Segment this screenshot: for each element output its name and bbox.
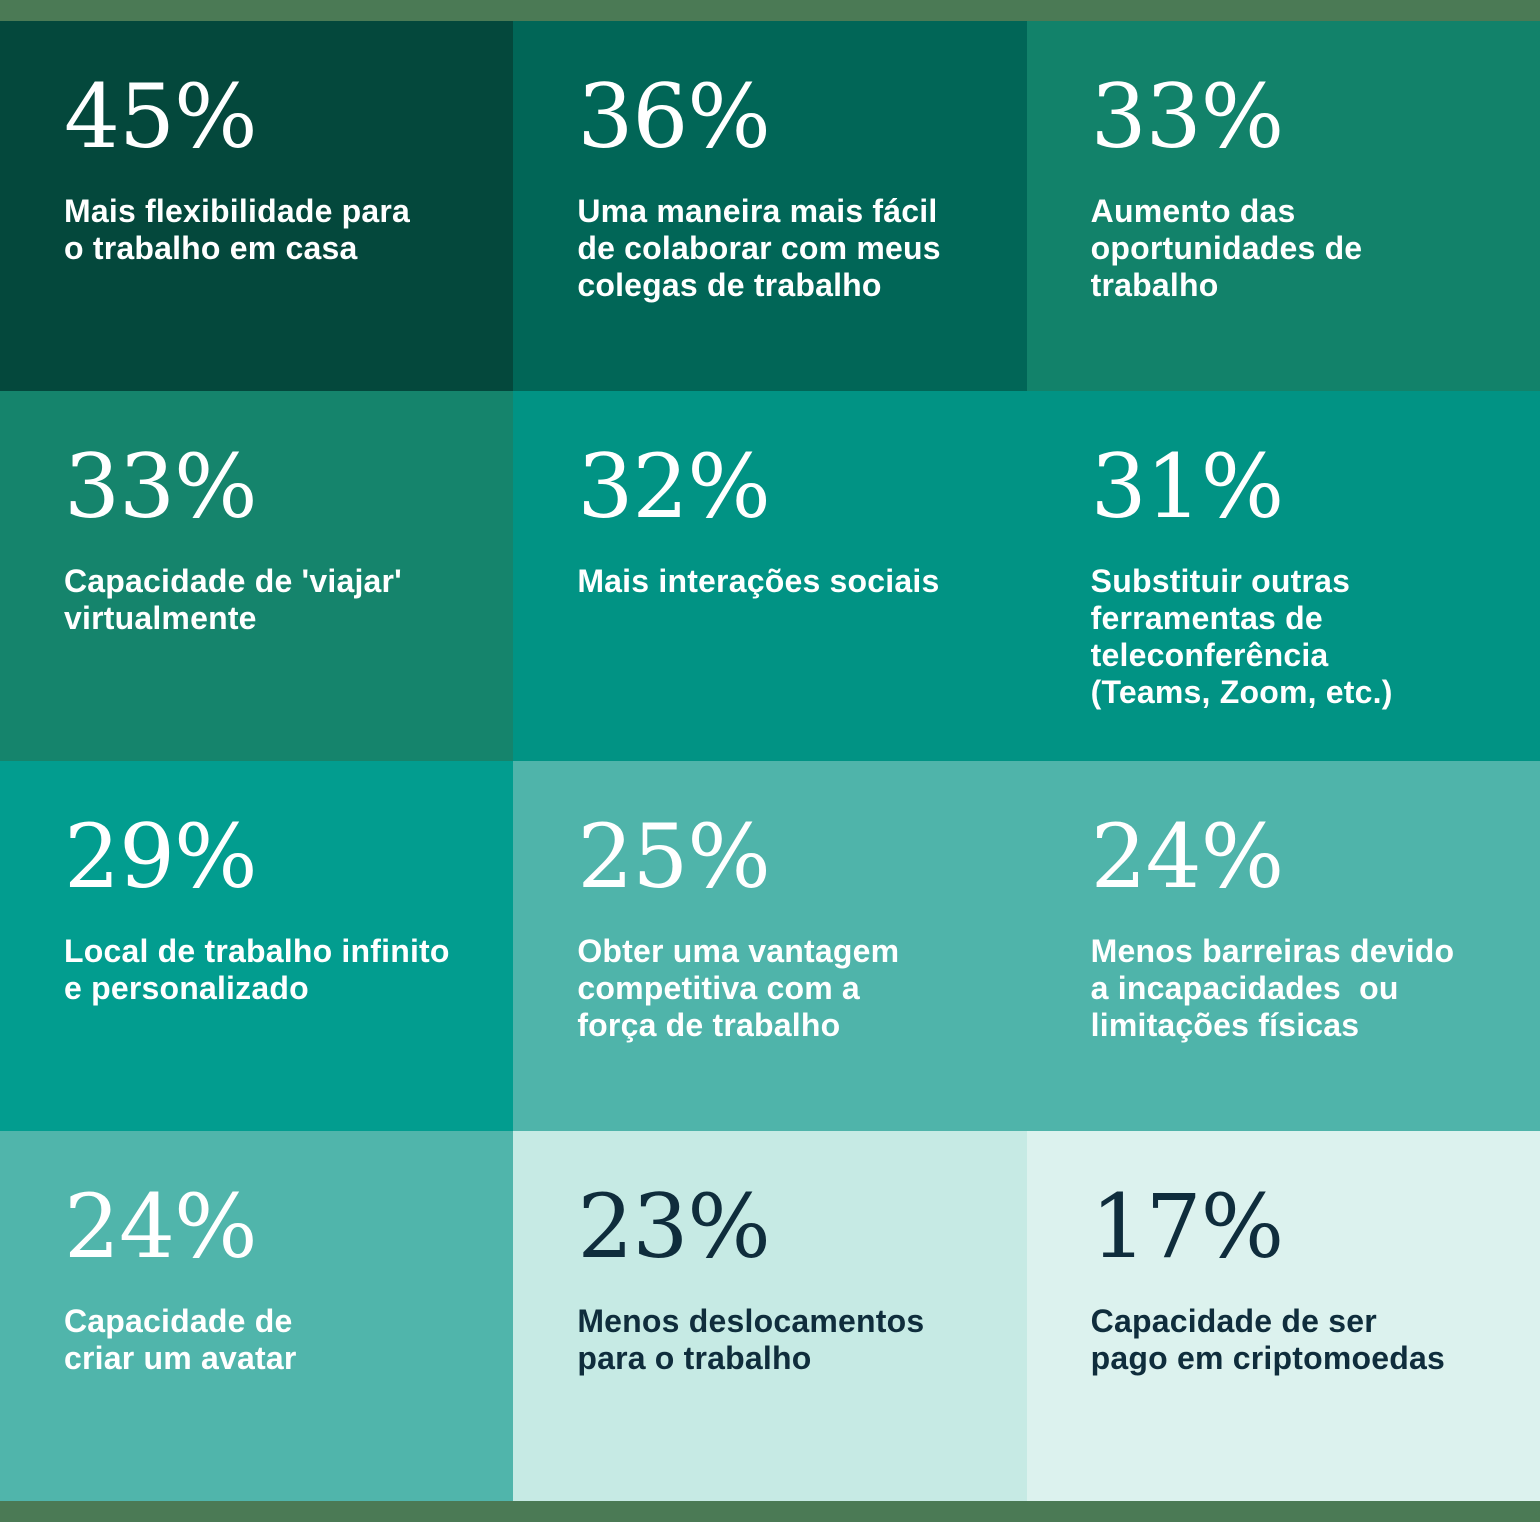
stat-label: Uma maneira mais fácil de colaborar com … — [577, 193, 941, 303]
top-bar — [0, 0, 1540, 21]
bottom-bar — [0, 1501, 1540, 1522]
stat-label: Capacidade de ser pago em criptomoedas — [1090, 1303, 1445, 1376]
stat-label: Mais interações sociais — [577, 563, 940, 599]
stat-cell: 45% Mais flexibilidade para o trabalho e… — [0, 21, 514, 391]
stat-value: 45% — [64, 65, 258, 168]
stat-cell: 25% Obter uma vantagem competitiva com a… — [513, 761, 1027, 1131]
stat-cell: 24% Capacidade de criar um avatar — [0, 1131, 514, 1501]
stat-label: Mais flexibilidade para o trabalho em ca… — [64, 193, 411, 266]
stat-label: Aumento das oportunidades de trabalho — [1090, 193, 1363, 303]
stat-cell: 23% Menos deslocamentos para o trabalho — [513, 1131, 1027, 1501]
stat-value: 24% — [1090, 805, 1285, 908]
stat-label: Capacidade de criar um avatar — [64, 1303, 297, 1376]
stat-value: 17% — [1090, 1175, 1285, 1278]
stats-grid: 45% Mais flexibilidade para o trabalho e… — [0, 21, 1540, 1501]
stat-value: 29% — [64, 805, 258, 908]
stat-cell: 32% Mais interações sociais — [513, 391, 1027, 761]
stat-label: Local de trabalho infinito e personaliza… — [64, 933, 450, 1006]
stat-value: 32% — [577, 435, 771, 538]
stat-value: 36% — [577, 65, 771, 168]
stat-cell: 17% Capacidade de ser pago em criptomoed… — [1026, 1131, 1540, 1501]
stat-cell: 36% Uma maneira mais fácil de colaborar … — [513, 21, 1027, 391]
stat-value: 24% — [64, 1175, 258, 1278]
stat-cell: 24% Menos barreiras devido a incapacidad… — [1026, 761, 1540, 1131]
stat-label: Substituir outras ferramentas de telecon… — [1090, 563, 1393, 710]
stat-cell: 31% Substituir outras ferramentas de tel… — [1026, 391, 1540, 761]
stat-value: 25% — [577, 805, 771, 908]
stat-label: Capacidade de 'viajar' virtualmente — [64, 563, 402, 636]
stat-cell: 33% Aumento das oportunidades de trabalh… — [1026, 21, 1540, 391]
stat-cell: 33% Capacidade de 'viajar' virtualmente — [0, 391, 514, 761]
stat-value: 31% — [1090, 435, 1285, 538]
stat-label: Obter uma vantagem competitiva com a for… — [577, 933, 900, 1043]
stat-label: Menos barreiras devido a incapacidades o… — [1090, 933, 1455, 1043]
stat-label: Menos deslocamentos para o trabalho — [577, 1303, 925, 1376]
stat-value: 23% — [577, 1175, 771, 1278]
stat-value: 33% — [64, 435, 258, 538]
stat-cell: 29% Local de trabalho infinito e persona… — [0, 761, 514, 1131]
stat-value: 33% — [1090, 65, 1285, 168]
